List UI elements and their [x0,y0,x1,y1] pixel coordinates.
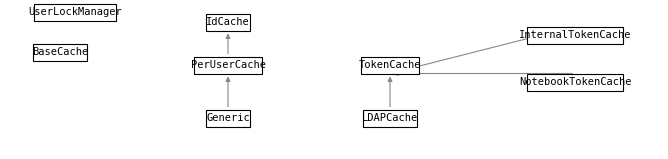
Text: UserLockManager: UserLockManager [28,7,122,17]
Text: TokenCache: TokenCache [359,60,422,70]
FancyBboxPatch shape [33,44,87,61]
FancyBboxPatch shape [527,27,623,44]
Text: Generic: Generic [206,113,250,123]
FancyBboxPatch shape [363,110,417,127]
FancyBboxPatch shape [361,56,420,73]
FancyBboxPatch shape [206,14,250,31]
FancyBboxPatch shape [527,73,623,90]
Text: NotebookTokenCache: NotebookTokenCache [519,77,631,87]
FancyBboxPatch shape [34,3,116,21]
Text: InternalTokenCache: InternalTokenCache [519,30,631,40]
FancyBboxPatch shape [206,110,250,127]
Text: BaseCache: BaseCache [32,47,88,57]
Text: LDAPCache: LDAPCache [362,113,418,123]
Text: PerUserCache: PerUserCache [190,60,265,70]
Text: IdCache: IdCache [206,17,250,27]
FancyBboxPatch shape [194,56,262,73]
